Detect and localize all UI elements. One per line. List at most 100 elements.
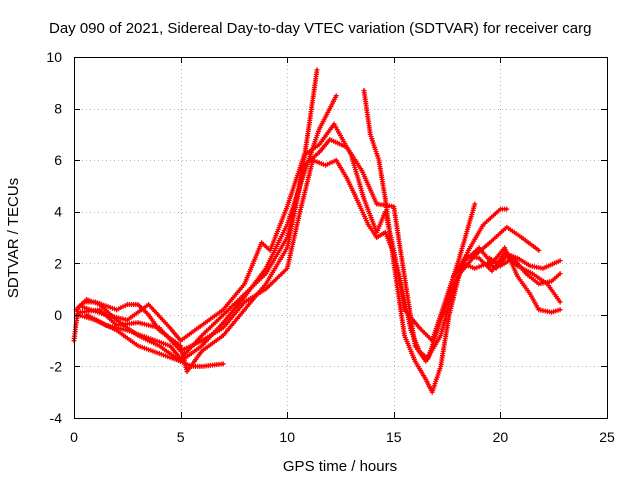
- data-point: [529, 264, 532, 268]
- data-point: [426, 357, 430, 360]
- data-point: [315, 68, 319, 72]
- data-point: [104, 324, 108, 327]
- series-markers: [361, 88, 563, 395]
- data-point: [74, 308, 78, 311]
- series-day-7: [361, 88, 563, 395]
- x-tick-label: 0: [70, 429, 78, 445]
- data-point: [243, 293, 246, 296]
- data-point: [147, 313, 150, 317]
- data-point: [524, 272, 528, 275]
- data-point: [473, 267, 476, 270]
- data-point: [85, 313, 89, 317]
- data-point: [335, 94, 338, 97]
- data-point: [243, 282, 246, 286]
- data-point: [332, 122, 336, 126]
- data-point: [179, 339, 182, 342]
- data-point: [529, 293, 532, 296]
- series-group: [71, 67, 563, 395]
- data-point: [537, 282, 540, 286]
- data-point: [311, 158, 314, 162]
- data-point: [264, 282, 268, 286]
- data-point: [335, 158, 338, 162]
- data-point: [179, 357, 182, 360]
- data-point: [550, 280, 553, 283]
- data-point: [401, 287, 404, 291]
- x-tick-label: 10: [279, 429, 295, 445]
- data-point: [264, 272, 268, 275]
- data-point: [505, 207, 508, 211]
- x-tick-label: 5: [177, 429, 185, 445]
- series-markers: [71, 296, 226, 369]
- data-point: [503, 246, 506, 249]
- data-point: [482, 223, 485, 226]
- data-point: [318, 128, 321, 131]
- data-point: [354, 195, 357, 198]
- data-point: [286, 267, 289, 270]
- data-point: [375, 202, 378, 206]
- y-tick-label: 6: [54, 152, 62, 168]
- data-point: [477, 246, 481, 249]
- data-point: [384, 197, 387, 200]
- data-point: [168, 344, 172, 347]
- x-axis-label: GPS time / hours: [283, 458, 397, 475]
- data-point: [360, 169, 363, 172]
- data-point: [147, 303, 150, 306]
- data-point: [136, 321, 140, 324]
- data-point: [243, 300, 246, 304]
- data-point: [158, 352, 161, 355]
- data-point: [328, 107, 331, 110]
- data-point: [303, 153, 306, 157]
- y-tick-label: -2: [50, 358, 63, 374]
- data-point: [505, 226, 508, 229]
- data-point: [456, 262, 459, 265]
- data-point: [460, 262, 464, 265]
- data-point: [345, 146, 349, 149]
- data-point: [83, 300, 86, 304]
- data-point: [409, 329, 413, 332]
- data-point: [79, 311, 82, 314]
- y-tick-label: 0: [54, 307, 62, 323]
- y-tick-label: 8: [54, 101, 62, 117]
- data-point: [418, 349, 421, 353]
- data-point: [286, 205, 289, 208]
- data-point: [369, 133, 372, 136]
- data-point: [179, 344, 182, 347]
- y-axis-label: SDTVAR / TECUs: [5, 178, 22, 298]
- y-tick-label: 2: [54, 255, 62, 271]
- data-point: [392, 262, 395, 265]
- data-point: [362, 197, 366, 200]
- data-point: [403, 275, 406, 278]
- data-point: [200, 349, 204, 353]
- data-point: [200, 365, 204, 368]
- data-point: [126, 318, 129, 322]
- data-point: [298, 210, 302, 213]
- chart-title: Day 090 of 2021, Sidereal Day-to-day VTE…: [49, 20, 591, 37]
- data-point: [318, 151, 321, 154]
- data-point: [158, 326, 161, 329]
- data-point: [403, 334, 406, 337]
- data-point: [168, 326, 172, 329]
- plot-frame: [74, 57, 608, 419]
- data-point: [516, 275, 519, 278]
- data-point: [286, 236, 289, 239]
- data-point: [126, 303, 129, 306]
- data-point: [222, 362, 225, 366]
- data-point: [260, 241, 263, 244]
- data-point: [558, 272, 562, 275]
- data-point: [264, 267, 268, 270]
- data-point: [243, 308, 246, 311]
- data-point: [222, 313, 225, 317]
- data-point: [558, 300, 562, 304]
- data-point: [200, 324, 204, 327]
- data-point: [558, 259, 562, 262]
- x-tick-label: 15: [386, 429, 402, 445]
- data-point: [537, 308, 540, 311]
- data-point: [222, 334, 225, 337]
- data-point: [490, 262, 494, 265]
- axis-ticks: 0 5 10 15 20 25 -4 -2 0 2 4 6 8 10: [46, 49, 615, 445]
- series-markers: [80, 121, 478, 344]
- data-point: [200, 344, 204, 347]
- data-point: [185, 370, 189, 373]
- data-point: [94, 300, 97, 304]
